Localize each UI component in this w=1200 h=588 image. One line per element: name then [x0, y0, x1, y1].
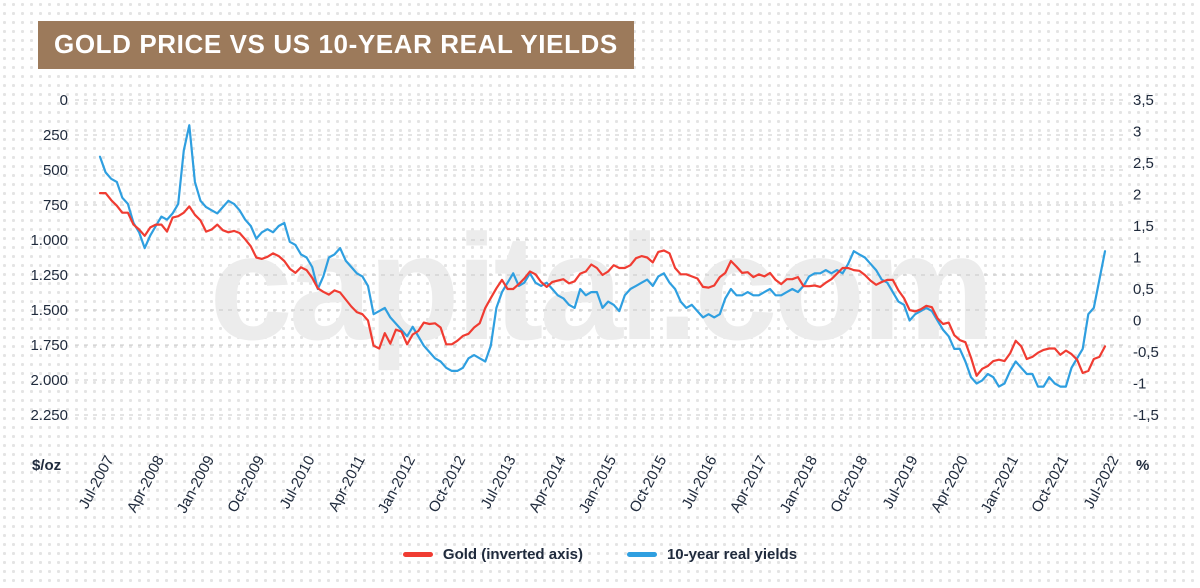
svg-text:Jul-2010: Jul-2010: [277, 453, 319, 512]
yields-line-swatch: [626, 552, 657, 557]
svg-text:0: 0: [60, 92, 68, 109]
svg-text:Apr-2014: Apr-2014: [526, 453, 570, 515]
svg-text:-0,5: -0,5: [1133, 344, 1159, 361]
svg-text:250: 250: [43, 127, 68, 144]
svg-text:Oct-2015: Oct-2015: [626, 453, 670, 515]
chart-title: GOLD PRICE VS US 10-YEAR REAL YIELDS: [38, 21, 634, 69]
svg-text:1: 1: [1133, 250, 1141, 267]
svg-text:Apr-2008: Apr-2008: [124, 453, 168, 515]
svg-text:Apr-2020: Apr-2020: [928, 453, 972, 515]
svg-text:Oct-2009: Oct-2009: [224, 453, 268, 515]
svg-text:Apr-2011: Apr-2011: [325, 453, 368, 514]
svg-text:1.250: 1.250: [30, 267, 68, 284]
svg-text:Jul-2013: Jul-2013: [478, 453, 520, 512]
svg-text:Jan-2018: Jan-2018: [777, 453, 821, 516]
svg-text:Jan-2012: Jan-2012: [375, 453, 419, 516]
svg-text:1,5: 1,5: [1133, 218, 1154, 235]
svg-text:1.500: 1.500: [30, 302, 68, 319]
svg-text:2: 2: [1133, 187, 1141, 204]
legend-item-gold: Gold (inverted axis): [402, 546, 583, 563]
svg-text:1.750: 1.750: [30, 337, 68, 354]
watermark: capital.com: [209, 203, 994, 371]
svg-text:Oct-2021: Oct-2021: [1028, 453, 1072, 515]
svg-text:2.000: 2.000: [30, 372, 68, 389]
legend-label-gold: Gold (inverted axis): [442, 546, 583, 563]
svg-text:Jul-2016: Jul-2016: [679, 453, 721, 512]
svg-text:Jan-2009: Jan-2009: [174, 453, 218, 516]
svg-text:Oct-2012: Oct-2012: [425, 453, 469, 515]
svg-text:0: 0: [1133, 313, 1141, 330]
legend-label-yields: 10-year real yields: [666, 546, 798, 563]
svg-text:-1: -1: [1133, 376, 1146, 393]
legend: Gold (inverted axis) 10-year real yields: [0, 546, 1200, 563]
svg-text:Apr-2017: Apr-2017: [727, 453, 771, 515]
svg-text:2.250: 2.250: [30, 407, 68, 424]
svg-text:Jul-2022: Jul-2022: [1081, 453, 1123, 512]
gold-line-swatch: [402, 552, 433, 557]
svg-text:Jul-2007: Jul-2007: [76, 453, 118, 512]
svg-text:750: 750: [43, 197, 68, 214]
svg-text:Oct-2018: Oct-2018: [827, 453, 871, 515]
svg-text:1.000: 1.000: [30, 232, 68, 249]
left-axis-unit: $/oz: [32, 457, 62, 474]
svg-text:3: 3: [1133, 124, 1141, 141]
svg-text:-1,5: -1,5: [1133, 407, 1159, 424]
svg-text:500: 500: [43, 162, 68, 179]
svg-text:Jan-2015: Jan-2015: [576, 453, 620, 516]
svg-text:0,5: 0,5: [1133, 281, 1154, 298]
svg-text:Jul-2019: Jul-2019: [880, 453, 922, 512]
svg-text:2,5: 2,5: [1133, 155, 1154, 172]
right-axis-unit: %: [1136, 457, 1150, 474]
legend-item-yields: 10-year real yields: [626, 546, 798, 563]
svg-text:Jan-2021: Jan-2021: [978, 453, 1022, 516]
svg-text:3,5: 3,5: [1133, 92, 1154, 109]
